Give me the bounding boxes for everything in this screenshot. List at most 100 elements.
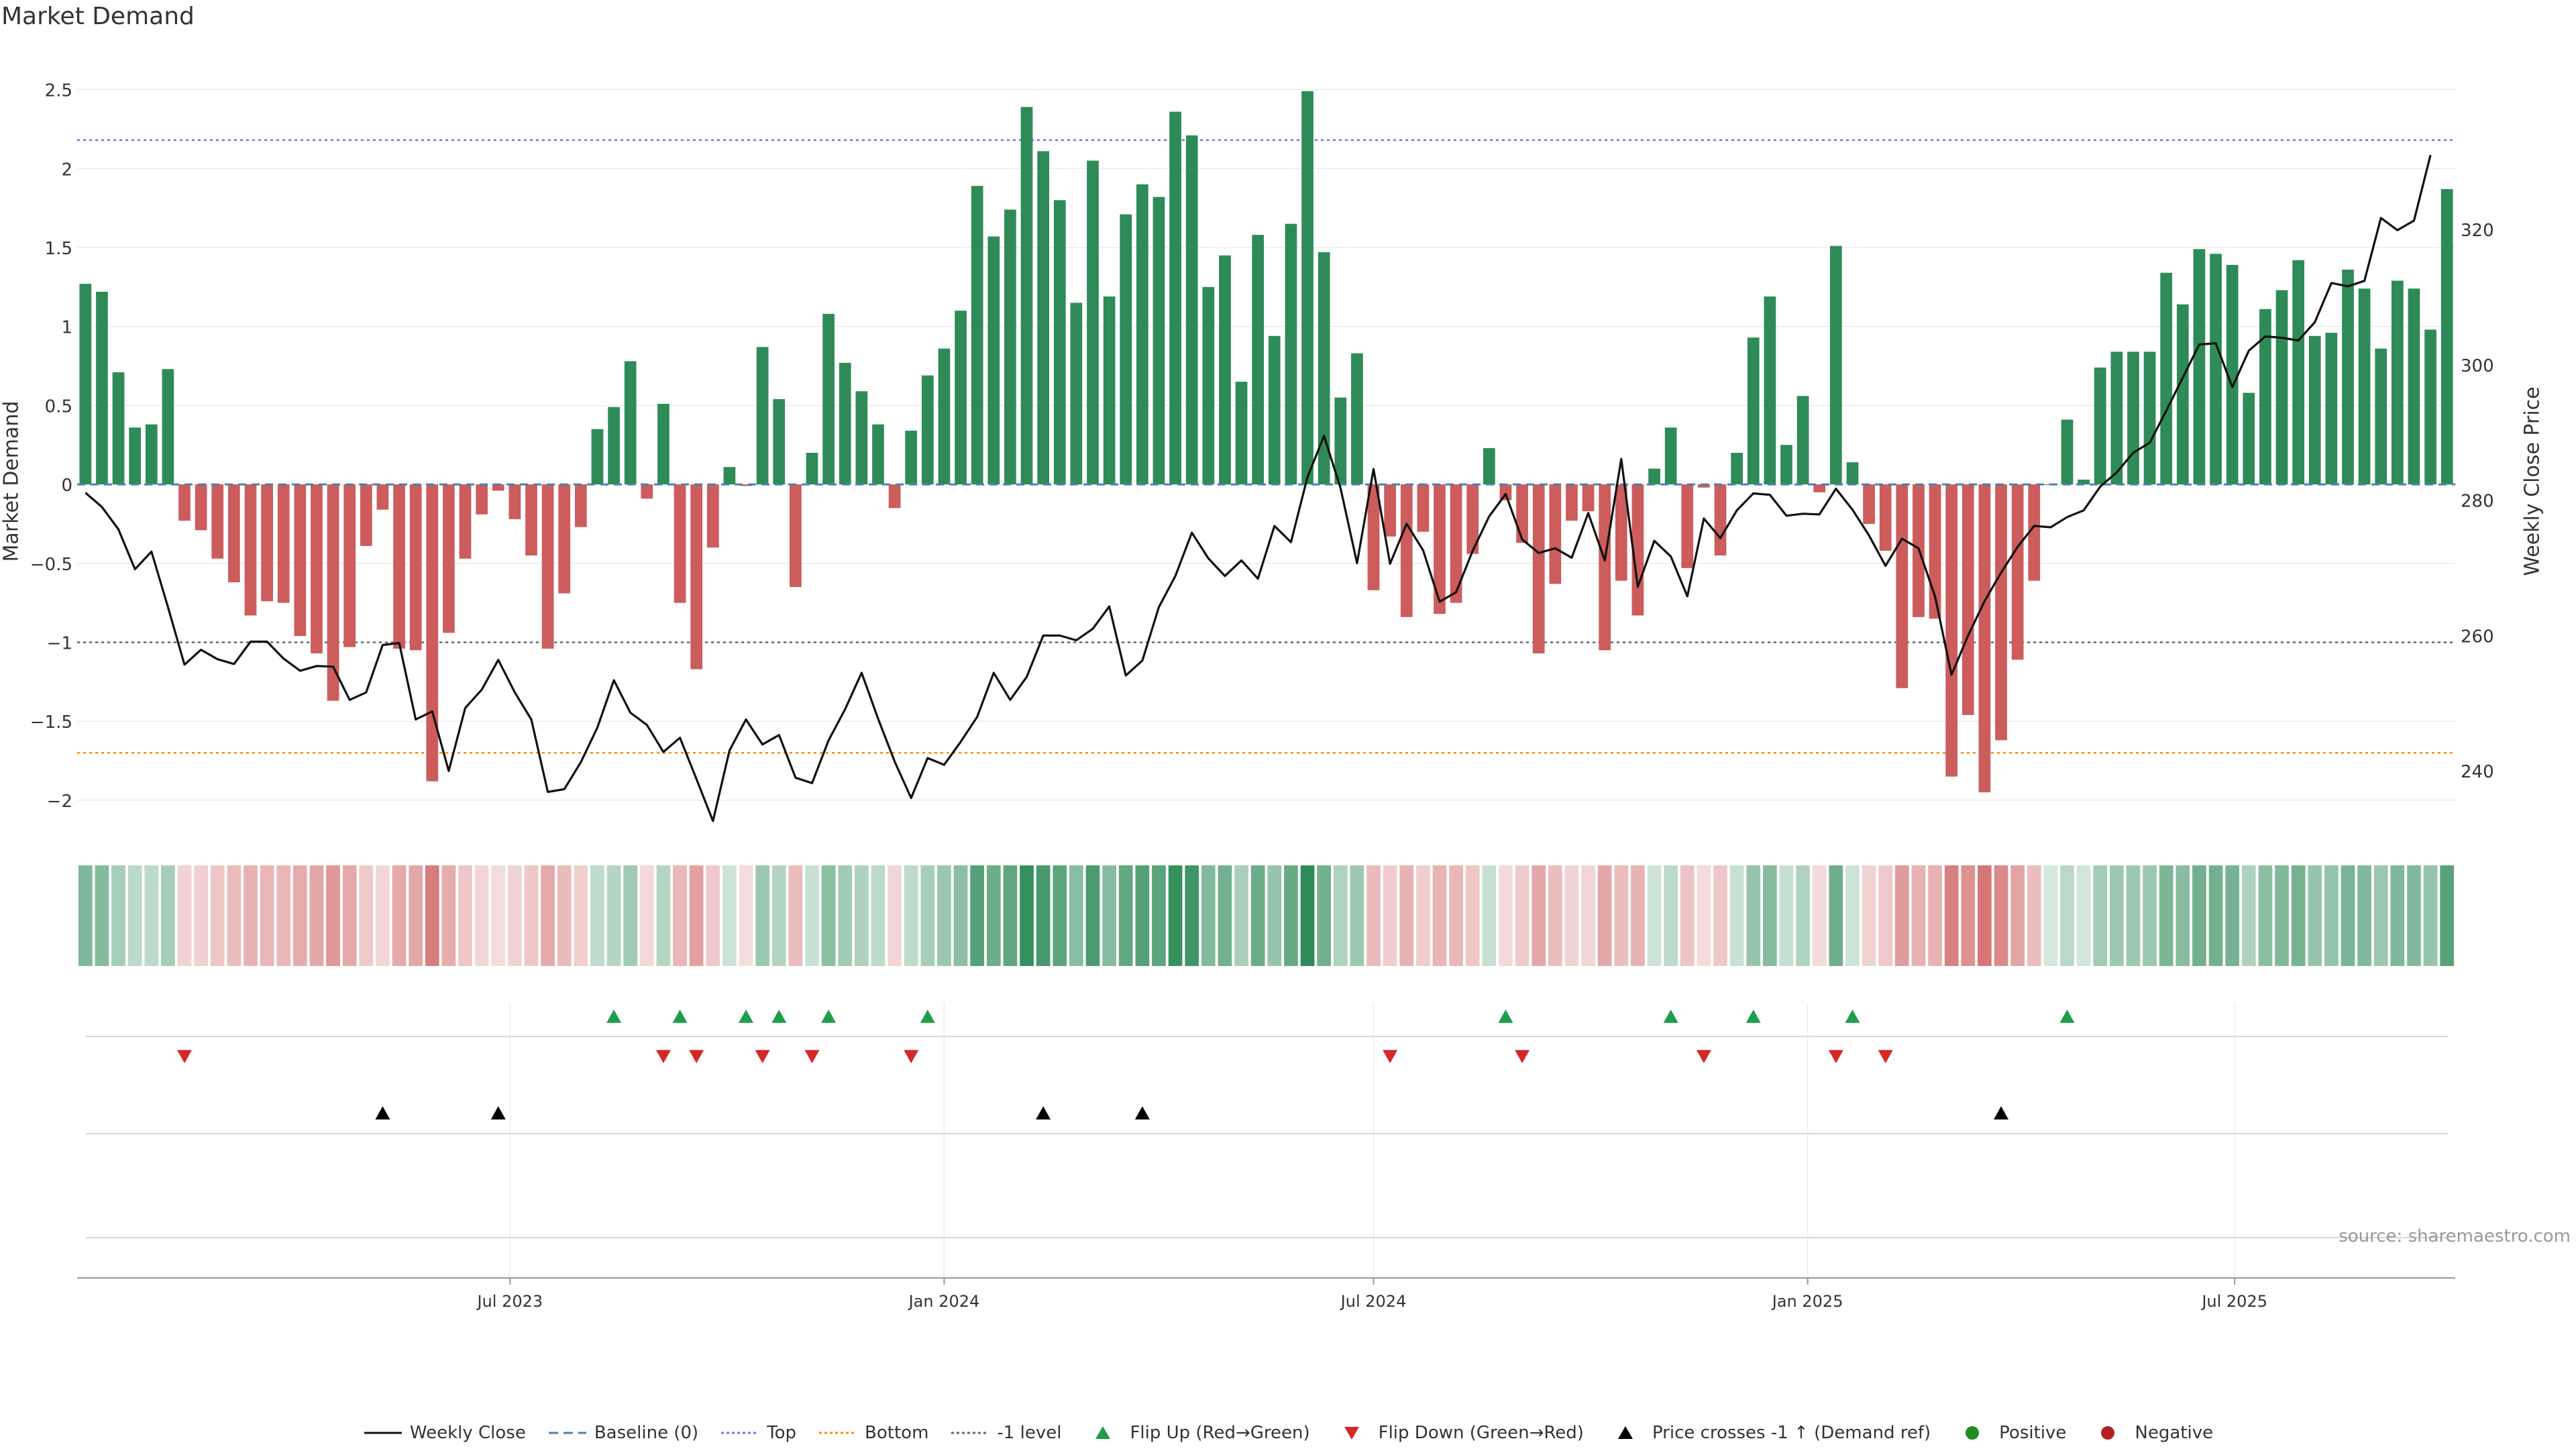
heat-strip-cell [755, 865, 769, 966]
heat-strip-cell [1020, 865, 1034, 966]
demand-bar [1549, 484, 1562, 584]
heat-strip-cell [524, 865, 539, 966]
demand-bar [2193, 249, 2206, 485]
heat-strip-cell [1416, 865, 1430, 966]
demand-bar [1681, 484, 1694, 568]
heat-strip-cell [706, 865, 720, 966]
heat-strip-cell [1878, 865, 1893, 966]
heat-strip-cell [227, 865, 241, 966]
legend-label: Positive [1999, 1422, 2067, 1443]
heat-strip-cell [260, 865, 274, 966]
demand-bar [426, 484, 439, 782]
heat-strip-cell [904, 865, 918, 966]
heat-strip-cell [194, 865, 208, 966]
heat-strip-cell [788, 865, 803, 966]
heat-strip-cell [78, 865, 93, 966]
demand-bar [2011, 484, 2024, 660]
demand-bar [2094, 367, 2106, 485]
heat-strip-cell [1564, 865, 1579, 966]
demand-bar [2275, 290, 2288, 485]
demand-bar [1219, 255, 1231, 485]
heat-strip-cell [376, 865, 390, 966]
heat-strip-cell [111, 865, 125, 966]
demand-bar [1020, 107, 1033, 485]
legend-item: Price crosses -1 ↑ (Demand ref) [1605, 1423, 1931, 1443]
heat-strip-cell [458, 865, 472, 966]
demand-bar [690, 484, 703, 669]
y-tick-label: −1 [47, 634, 72, 654]
heat-strip-cell [1729, 865, 1744, 966]
demand-bar [1631, 484, 1644, 616]
heat-strip-cell [2143, 865, 2157, 966]
heat-strip-cell [888, 865, 902, 966]
heat-strip-cell [1597, 865, 1612, 966]
demand-bar [343, 484, 356, 647]
heat-strip-cell [425, 865, 439, 966]
demand-bar [2408, 288, 2420, 485]
demand-bar [1896, 484, 1909, 688]
heat-strip-cell [623, 865, 638, 966]
demand-bar [277, 484, 290, 603]
heat-strip-cell [1350, 865, 1364, 966]
demand-bar [1434, 484, 1446, 614]
demand-bar [608, 407, 620, 485]
x-tick-label: Jul 2024 [1340, 1292, 1407, 1311]
legend-label: Baseline (0) [594, 1422, 699, 1443]
flip-down-marker [1383, 1050, 1398, 1063]
demand-bar [1450, 484, 1462, 603]
y-tick-label: 2 [61, 160, 72, 180]
heat-strip-cell [2258, 865, 2273, 966]
legend-label: Flip Down (Green→Red) [1378, 1422, 1584, 1443]
demand-bar [740, 484, 752, 486]
legend-item: Weekly Close [363, 1423, 526, 1443]
demand-bar [1846, 462, 1859, 485]
legend-item: Positive [1952, 1423, 2066, 1443]
heat-strip-cell [2357, 865, 2371, 966]
heat-strip-cell [474, 865, 489, 966]
demand-bar [1285, 223, 1297, 485]
heat-strip-cell [1366, 865, 1381, 966]
heat-strip-cell [1978, 865, 1992, 966]
heat-strip-cell [1779, 865, 1794, 966]
demand-bar [2440, 189, 2453, 485]
x-tick-label: Jan 2025 [1771, 1292, 1843, 1311]
heat-strip-cell [309, 865, 324, 966]
demand-bar [1863, 484, 1875, 524]
flip-down-marker [689, 1050, 704, 1063]
heat-strip-cell [2440, 865, 2455, 966]
flip-up-marker [771, 1010, 787, 1023]
heat-strip-cell [359, 865, 374, 966]
y2-tick-label: 320 [2461, 221, 2494, 241]
y-tick-label: −1.5 [30, 712, 72, 733]
legend-item: Flip Up (Red→Green) [1083, 1423, 1310, 1443]
heat-strip-cell [244, 865, 258, 966]
flip-up-marker [739, 1010, 754, 1023]
demand-bar [2078, 480, 2090, 485]
demand-bar [1037, 151, 1050, 485]
demand-bar [674, 484, 686, 603]
demand-bar [1747, 337, 1760, 485]
demand-bar [1268, 335, 1281, 485]
demand-bar [1698, 484, 1710, 488]
heat-strip-cell [409, 865, 423, 966]
demand-bar [1087, 160, 1099, 485]
heat-strip-cell [1763, 865, 1777, 966]
y-tick-label: 0 [61, 476, 72, 496]
demand-bar [1995, 484, 2007, 741]
heat-strip-cell [127, 865, 142, 966]
heat-strip-cell [276, 865, 291, 966]
heat-strip-cell [2159, 865, 2174, 966]
demand-bar [1367, 484, 1380, 590]
heat-strip-cell [1399, 865, 1414, 966]
flip-down-marker [755, 1050, 770, 1063]
x-tick-label: Jul 2023 [476, 1292, 543, 1311]
y-tick-label: −0.5 [30, 555, 72, 575]
heat-strip-cell [970, 865, 985, 966]
demand-bar [1978, 484, 1991, 793]
heat-strip-cell [1218, 865, 1232, 966]
legend-marker-icon [951, 1432, 989, 1434]
demand-bar [1829, 246, 1842, 485]
flip-down-marker [904, 1050, 919, 1063]
heat-strip-cell [1284, 865, 1298, 966]
heat-strip-cell [95, 865, 109, 966]
